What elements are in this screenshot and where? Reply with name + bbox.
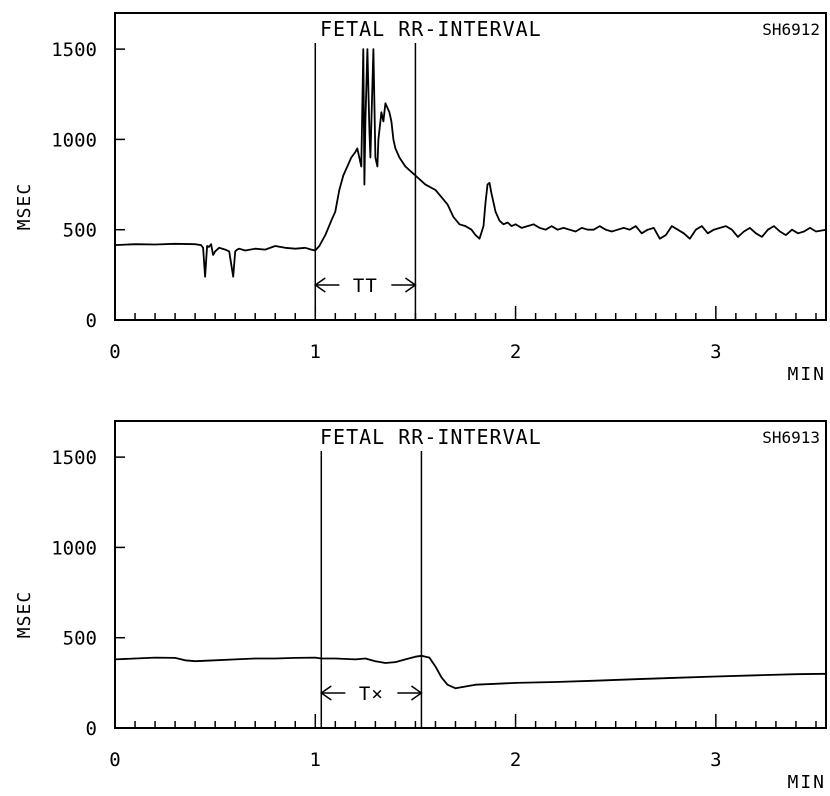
x-tick-label: 2 (510, 749, 521, 771)
rr-interval-series-line (114, 48, 827, 278)
y-tick-label: 1000 (51, 129, 97, 151)
y-tick-label: 0 (86, 310, 97, 332)
interval-arrow-right-head (404, 277, 417, 293)
chart-sh6913: FETAL RR-INTERVAL SH6913 MSEC MIN T× 0 1 2… (14, 420, 827, 793)
record-id: SH6913 (762, 428, 820, 447)
interval-arrow-left-head (319, 685, 332, 701)
record-id: SH6912 (762, 20, 820, 39)
interval-arrow-right-head (411, 685, 423, 701)
interval-label: TT (353, 275, 378, 297)
x-tick-label: 3 (710, 749, 721, 771)
y-tick-label: 500 (63, 628, 97, 650)
y-axis-label: MSEC (14, 183, 35, 230)
y-tick-label: 1500 (51, 447, 97, 469)
y-axis-label: MSEC (14, 591, 35, 638)
rr-interval-series-line (114, 654, 827, 690)
plot-frame (114, 420, 827, 729)
y-tick-label: 500 (63, 220, 97, 242)
chart-sh6912: FETAL RR-INTERVAL SH6912 MSEC MIN TT 0 1 2… (14, 12, 827, 385)
chart-title: FETAL RR-INTERVAL (320, 17, 542, 41)
x-tick-label: 3 (710, 341, 721, 363)
x-tick-label: 1 (310, 749, 321, 771)
chart-title: FETAL RR-INTERVAL (320, 425, 542, 449)
interval-arrow-left-head (313, 277, 326, 293)
x-tick-label: 0 (109, 341, 120, 363)
x-axis-label: MIN (787, 772, 826, 793)
y-tick-label: 0 (86, 718, 97, 740)
interval-label: T× (359, 683, 384, 705)
x-axis-label: MIN (787, 364, 826, 385)
plot-frame (114, 12, 827, 321)
y-tick-label: 1500 (51, 39, 97, 61)
x-tick-label: 1 (310, 341, 321, 363)
y-tick-label: 1000 (51, 537, 97, 559)
x-tick-label: 2 (510, 341, 521, 363)
x-tick-label: 0 (109, 749, 120, 771)
